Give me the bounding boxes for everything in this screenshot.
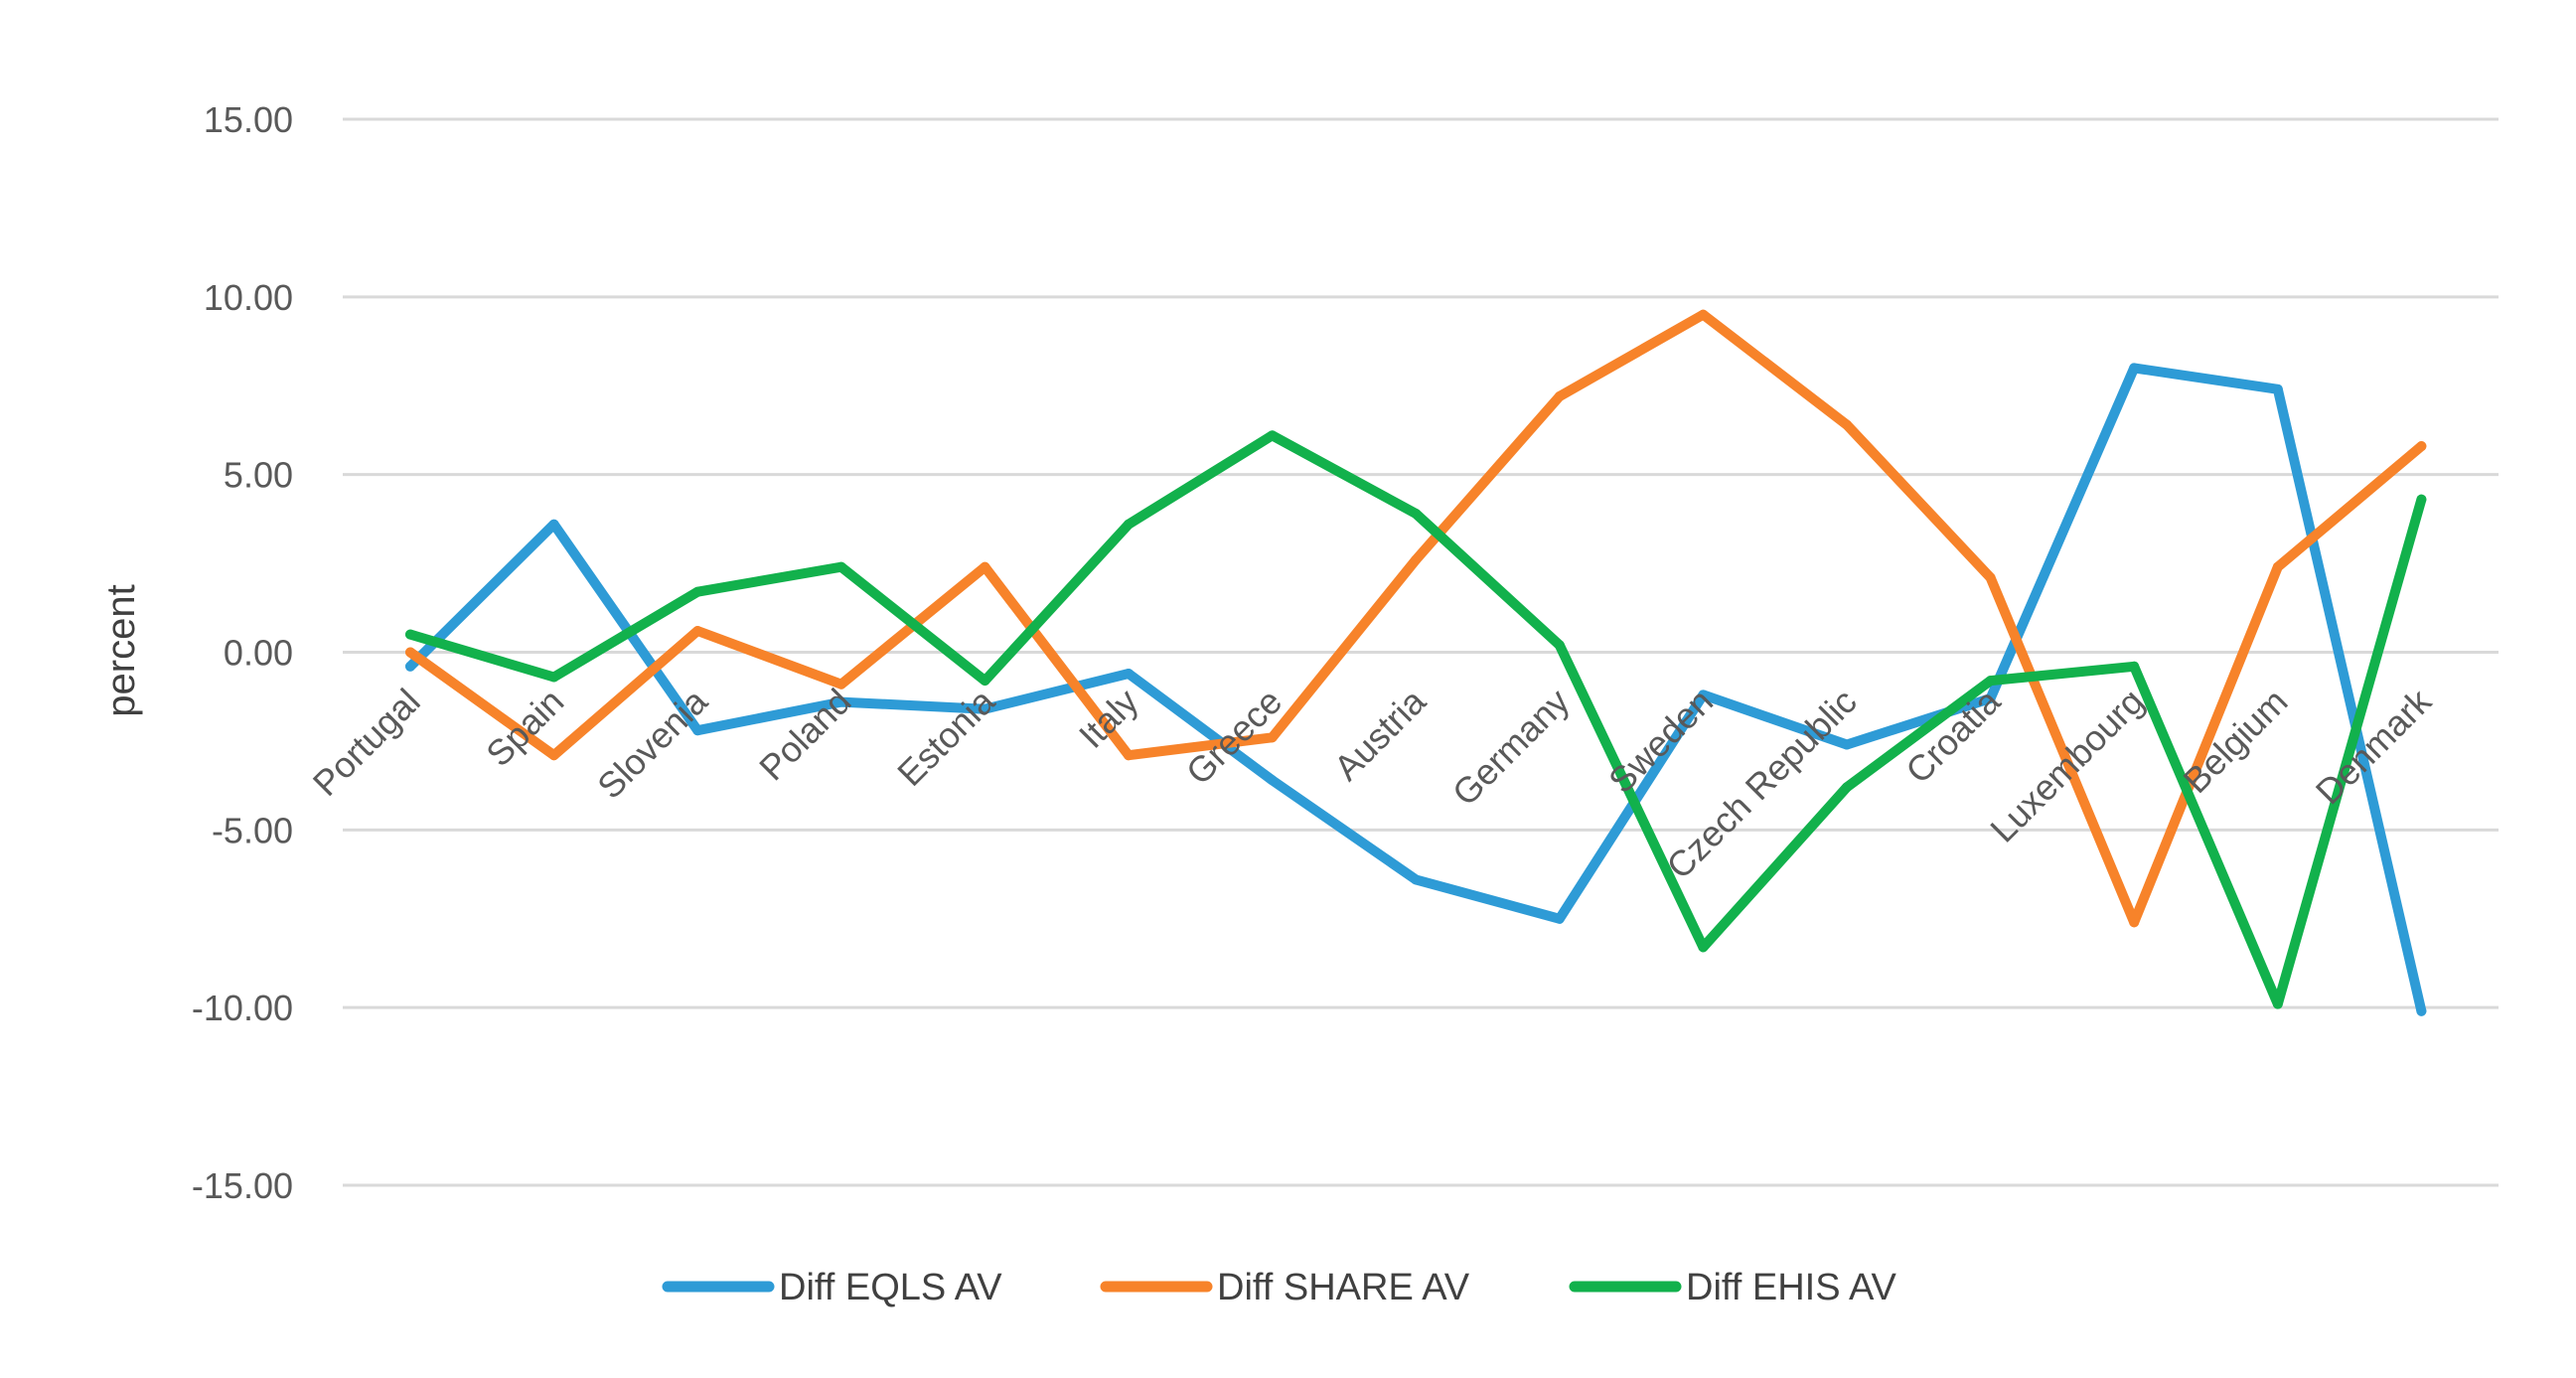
gridlines	[343, 117, 2499, 1187]
series-2-point	[2272, 561, 2283, 572]
series-1-point	[405, 661, 415, 672]
series-3-point	[1698, 942, 1709, 953]
y-tick-label: -5.00	[212, 810, 293, 850]
series-2-point	[1124, 750, 1134, 761]
series-3-point	[1124, 519, 1134, 530]
legend-label-3: Diff EHIS AV	[1686, 1267, 1897, 1308]
series-2-point	[405, 647, 415, 658]
series-3-point	[2272, 998, 2283, 1009]
y-axis-ticks: 15.00 10.00 5.00 0.00 -5.00 -10.00 -15.00	[192, 99, 293, 1206]
category-label: Portugal	[305, 681, 428, 804]
series-3-point	[835, 561, 846, 572]
y-tick-label: 0.00	[224, 633, 293, 674]
series-lines	[405, 309, 2427, 1016]
series-1-point	[2129, 363, 2140, 374]
series-2-point	[548, 750, 559, 761]
x-axis-categories: Portugal Spain Slovenia Poland Estonia Italy G…	[305, 680, 2440, 886]
category-label: Poland	[751, 681, 858, 788]
series-2-point	[2129, 917, 2140, 928]
series-3-point	[1842, 782, 1852, 793]
y-tick-label: -10.00	[192, 988, 293, 1028]
series-3-point	[2416, 494, 2427, 505]
y-tick-label: 5.00	[224, 455, 293, 496]
legend-label-1: Diff EQLS AV	[779, 1267, 1002, 1308]
legend-label-2: Diff SHARE AV	[1217, 1267, 1470, 1308]
category-label: Estonia	[889, 680, 1003, 794]
category-label: Luxembourg	[1982, 681, 2152, 850]
series-1-point	[835, 696, 846, 707]
series-3-point	[1267, 430, 1278, 441]
category-label: Spain	[478, 681, 571, 774]
series-3-point	[980, 676, 990, 687]
series-2-point	[1985, 572, 1996, 583]
series-1-point	[1842, 739, 1852, 750]
y-tick-label: 10.00	[204, 277, 293, 318]
category-label: Slovenia	[589, 680, 715, 806]
series-1-point	[1698, 689, 1709, 700]
series-2-point	[1554, 390, 1565, 401]
category-label: Germany	[1444, 681, 1578, 814]
series-3-point	[1985, 676, 1996, 687]
category-label: Sweden	[1600, 681, 1721, 801]
series-2-point	[2416, 441, 2427, 452]
y-tick-label: 15.00	[204, 99, 293, 140]
category-label: Belgium	[2175, 681, 2295, 801]
series-3-point	[1411, 509, 1422, 520]
series-1-point	[980, 703, 990, 714]
series-1-point	[692, 725, 703, 736]
y-axis-title: percent	[99, 584, 143, 716]
series-3-point	[548, 672, 559, 683]
series-1-point	[1985, 692, 1996, 703]
series-1-point	[2416, 1005, 2427, 1016]
series-1-point	[2272, 383, 2283, 394]
series-1-point	[1124, 668, 1134, 679]
series-3-point	[405, 629, 415, 640]
series-2-point	[1267, 732, 1278, 743]
series-3-point	[2129, 661, 2140, 672]
series-2-point	[980, 561, 990, 572]
y-tick-label: -15.00	[192, 1165, 293, 1206]
series-1-point	[1267, 775, 1278, 786]
series-2-point	[1842, 419, 1852, 430]
series-2-point	[835, 679, 846, 689]
series-3-point	[692, 586, 703, 597]
series-1-point	[1554, 913, 1565, 924]
series-1-point	[548, 519, 559, 530]
series-3-point	[1554, 640, 1565, 651]
series-2-point	[692, 626, 703, 637]
series-1-point	[1411, 874, 1422, 885]
series-2-point	[1698, 309, 1709, 320]
series-2-point	[1411, 554, 1422, 565]
legend: Diff EQLS AV Diff SHARE AV Diff EHIS AV	[662, 1267, 1897, 1308]
category-label: Austria	[1326, 680, 1435, 788]
